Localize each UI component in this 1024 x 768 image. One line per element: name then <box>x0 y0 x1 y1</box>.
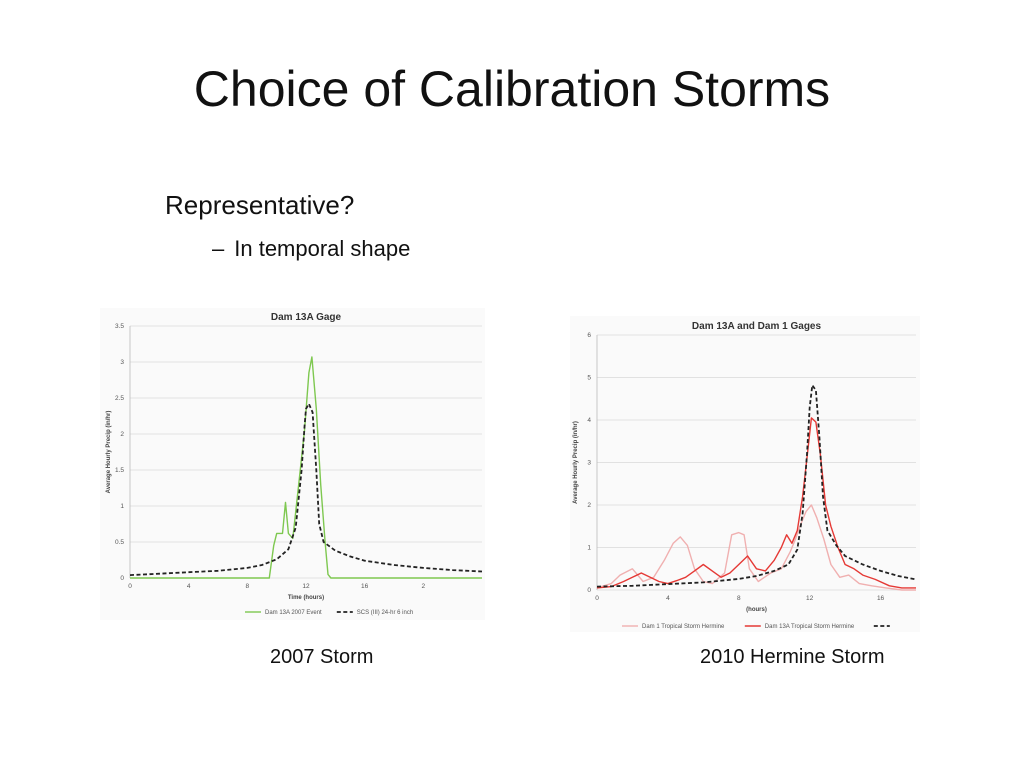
x-axis-label: (hours) <box>746 607 767 613</box>
legend-label-0: Dam 1 Tropical Storm Hermine <box>642 624 725 630</box>
y-tick-label: 1 <box>120 503 124 510</box>
y-tick-label: 1 <box>587 545 591 552</box>
y-tick-label: 3.5 <box>115 323 124 330</box>
legend-label-1: Dam 13A Tropical Storm Hermine <box>765 624 855 630</box>
y-tick-label: 2 <box>587 502 591 509</box>
caption-2007-storm: 2007 Storm <box>270 646 374 668</box>
x-tick-label: 8 <box>737 595 741 602</box>
bullet-representative: Representative? <box>165 190 355 220</box>
x-tick-label: 16 <box>877 595 885 602</box>
y-tick-label: 3 <box>587 460 591 467</box>
x-tick-label: 16 <box>361 583 369 590</box>
y-tick-label: 2.5 <box>115 395 124 402</box>
chart-dam-13a-gage: Dam 13A Gage 0 0.5 1 1.5 2 2.5 3 3.5 0 4 8 12 16 2 Time… <box>100 308 485 620</box>
y-tick-label: 3 <box>120 359 124 366</box>
x-tick-label: 4 <box>187 583 191 590</box>
series-line-1 <box>129 402 483 576</box>
x-tick-label: 8 <box>246 583 250 590</box>
x-tick-label: 12 <box>302 583 310 590</box>
y-tick-label: 0 <box>120 575 124 582</box>
x-tick-label: 2 <box>422 583 426 590</box>
chart-title: Dam 13A Gage <box>271 312 342 323</box>
y-tick-label: 0 <box>587 587 591 594</box>
legend-label-0: Dam 13A 2007 Event <box>265 610 322 616</box>
slide-title: Choice of Calibration Storms <box>193 61 831 117</box>
series-line-2 <box>596 384 917 588</box>
x-tick-label: 12 <box>806 595 814 602</box>
x-tick-label: 0 <box>128 583 132 590</box>
sub-bullet-text: In temporal shape <box>234 236 411 261</box>
y-axis-label: Average Hourly Precip (in/hr) <box>573 421 579 504</box>
sub-bullet-temporal-shape: – In temporal shape <box>212 236 410 262</box>
y-tick-label: 1.5 <box>115 467 124 474</box>
chart-left-svg: Dam 13A Gage 0 0.5 1 1.5 2 2.5 3 3.5 0 4 8 12 16 2 Time… <box>100 308 485 620</box>
caption-2010-hermine-storm: 2010 Hermine Storm <box>700 646 885 668</box>
x-tick-label: 4 <box>666 595 670 602</box>
sub-bullet-dash: – <box>212 236 225 261</box>
y-tick-label: 0.5 <box>115 539 124 546</box>
y-tick-label: 2 <box>120 431 124 438</box>
y-axis-label: Average Hourly Precip (in/hr) <box>106 411 112 494</box>
y-tick-label: 5 <box>587 375 591 382</box>
chart-title: Dam 13A and Dam 1 Gages <box>692 321 822 332</box>
x-axis-label: Time (hours) <box>288 595 324 601</box>
y-tick-label: 6 <box>587 332 591 339</box>
legend-label-1: SCS (III) 24-hr 6 inch <box>357 610 413 616</box>
series-line-0 <box>596 504 916 591</box>
y-tick-label: 4 <box>587 417 591 424</box>
x-tick-label: 0 <box>595 595 599 602</box>
series-line-1 <box>596 417 916 589</box>
chart-dam-13a-dam-1-gages: Dam 13A and Dam 1 Gages 0 1 2 3 4 5 6 0 4 8 12 16 (ho… <box>570 316 920 632</box>
